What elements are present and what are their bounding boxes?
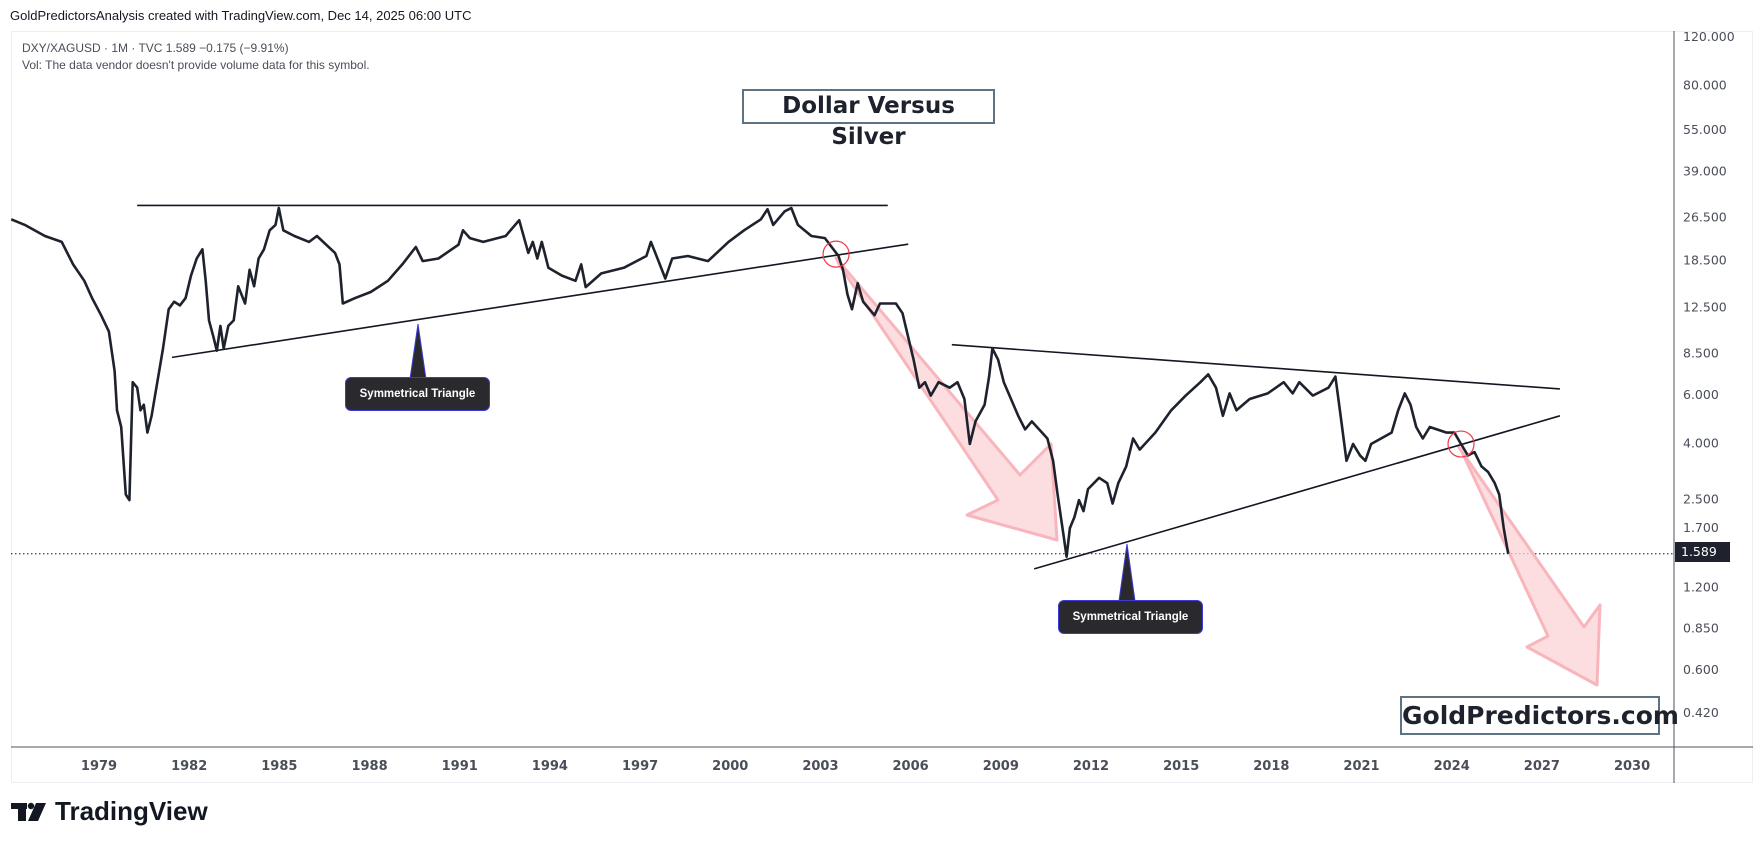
x-tick-label: 2003 — [802, 759, 838, 774]
y-tick-label: 0.850 — [1683, 621, 1719, 636]
brand-annotation: GoldPredictors.com — [1400, 696, 1679, 735]
y-tick-label: 120.000 — [1683, 29, 1735, 44]
last-price-tag: 1.589 — [1675, 542, 1730, 562]
callout-symmetrical-triangle-2: Symmetrical Triangle — [1058, 600, 1203, 634]
y-tick-label: 1.700 — [1683, 520, 1719, 535]
y-tick-label: 26.500 — [1683, 209, 1727, 224]
chart-title-annotation: Dollar Versus Silver — [742, 89, 995, 150]
x-tick-label: 1985 — [261, 759, 297, 774]
tradingview-logo-text: TradingView — [55, 796, 208, 826]
x-tick-label: 2015 — [1163, 759, 1199, 774]
chart-legend: DXY/XAGUSD · 1M · TVC 1.589 −0.175 (−9.9… — [22, 40, 370, 74]
attribution-header: GoldPredictorsAnalysis created with Trad… — [10, 8, 472, 23]
x-tick-label: 2009 — [983, 759, 1019, 774]
x-tick-label: 2018 — [1253, 759, 1289, 774]
trendline — [951, 343, 1560, 390]
y-tick-label: 39.000 — [1683, 163, 1727, 178]
y-tick-label: 0.420 — [1683, 705, 1719, 720]
trendline — [171, 243, 909, 359]
price-series-line — [10, 206, 1510, 559]
x-tick-label: 2012 — [1073, 759, 1109, 774]
x-tick-label: 1997 — [622, 759, 658, 774]
x-tick-label: 1994 — [532, 759, 568, 774]
x-tick-label: 1991 — [442, 759, 478, 774]
y-tick-label: 6.000 — [1683, 387, 1719, 402]
y-tick-label: 4.000 — [1683, 435, 1719, 450]
down-arrow-icon — [1456, 444, 1602, 687]
y-tick-label: 2.500 — [1683, 492, 1719, 507]
trendline — [1033, 415, 1561, 570]
x-tick-label: 1988 — [351, 759, 387, 774]
y-tick-label: 55.000 — [1683, 122, 1727, 137]
y-tick-label: 80.000 — [1683, 77, 1727, 92]
symbol-info[interactable]: DXY/XAGUSD · 1M · TVC 1.589 −0.175 (−9.9… — [22, 41, 289, 55]
x-tick-label: 2027 — [1524, 759, 1560, 774]
breakout-circle — [822, 240, 850, 268]
x-tick-label: 2000 — [712, 759, 748, 774]
chart-frame — [11, 31, 1753, 783]
x-tick-label: 2024 — [1434, 759, 1470, 774]
x-tick-label: 2030 — [1614, 759, 1650, 774]
callout-symmetrical-triangle-1: Symmetrical Triangle — [345, 377, 490, 411]
forecast-arrows — [834, 256, 1602, 687]
breakout-circle — [1447, 430, 1475, 458]
y-tick-label: 12.500 — [1683, 299, 1727, 314]
x-tick-label: 1982 — [171, 759, 207, 774]
y-tick-label: 0.600 — [1683, 662, 1719, 677]
x-tick-label: 2021 — [1343, 759, 1379, 774]
tradingview-logo[interactable]: TradingView — [11, 796, 208, 827]
y-tick-label: 8.500 — [1683, 345, 1719, 360]
y-tick-label: 18.500 — [1683, 252, 1727, 267]
tradingview-logo-icon — [11, 802, 46, 821]
down-arrow-icon — [834, 256, 1059, 542]
x-tick-label: 2006 — [893, 759, 929, 774]
y-tick-label: 1.200 — [1683, 579, 1719, 594]
x-tick-label: 1979 — [81, 759, 117, 774]
volume-note: Vol: The data vendor doesn't provide vol… — [22, 58, 370, 72]
